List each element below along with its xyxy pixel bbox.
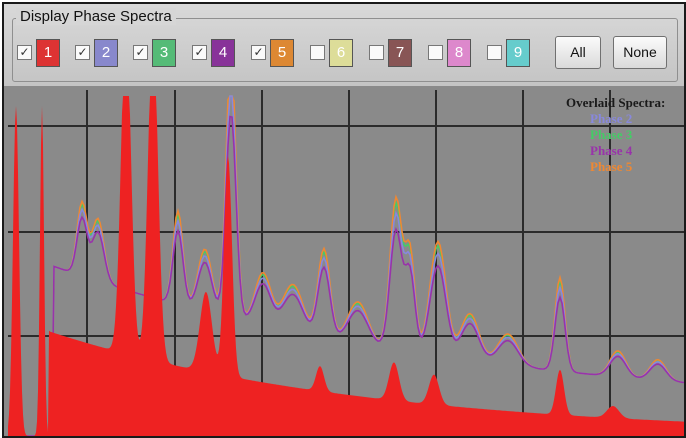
- phase-7-checkbox[interactable]: [369, 45, 384, 60]
- phase-8-color-swatch[interactable]: 8: [447, 39, 471, 67]
- phase-5-color-swatch[interactable]: 5: [270, 39, 294, 67]
- phase-9-color-swatch[interactable]: 9: [506, 39, 530, 67]
- phase-2-color-swatch[interactable]: 2: [94, 39, 118, 67]
- phase-5-checkbox[interactable]: ✓: [251, 45, 266, 60]
- panel-title: Display Phase Spectra: [16, 8, 176, 25]
- legend-entry: Phase 2: [590, 111, 633, 126]
- spectrum-curves: [8, 95, 684, 436]
- select-all-button[interactable]: All: [555, 36, 601, 69]
- phase-8-checkbox[interactable]: [428, 45, 443, 60]
- legend-entry: Phase 4: [590, 143, 633, 158]
- phase-4-color-swatch[interactable]: 4: [211, 39, 235, 67]
- display-phase-spectra-panel: Display Phase Spectra ✓ 1 ✓ 2 ✓ 3 ✓ 4 ✓ 5 6 7 8 9 All…: [4, 4, 684, 86]
- phase-4-checkbox[interactable]: ✓: [192, 45, 207, 60]
- phase-group-box: [12, 18, 678, 82]
- phase-6-checkbox[interactable]: [310, 45, 325, 60]
- phase-1-checkbox[interactable]: ✓: [17, 45, 32, 60]
- spectrum-curve: [8, 96, 684, 436]
- legend-entry: Phase 5: [590, 159, 633, 174]
- legend-header: Overlaid Spectra:: [566, 95, 666, 110]
- select-none-button[interactable]: None: [613, 36, 667, 69]
- phase-3-checkbox[interactable]: ✓: [133, 45, 148, 60]
- phase-6-color-swatch[interactable]: 6: [329, 39, 353, 67]
- spectrum-plot: [8, 90, 684, 436]
- phase-3-color-swatch[interactable]: 3: [152, 39, 176, 67]
- phase-7-color-swatch[interactable]: 7: [388, 39, 412, 67]
- phase-1-color-swatch[interactable]: 1: [36, 39, 60, 67]
- legend-entry: Phase 3: [590, 127, 633, 142]
- phase-2-checkbox[interactable]: ✓: [75, 45, 90, 60]
- phase-9-checkbox[interactable]: [487, 45, 502, 60]
